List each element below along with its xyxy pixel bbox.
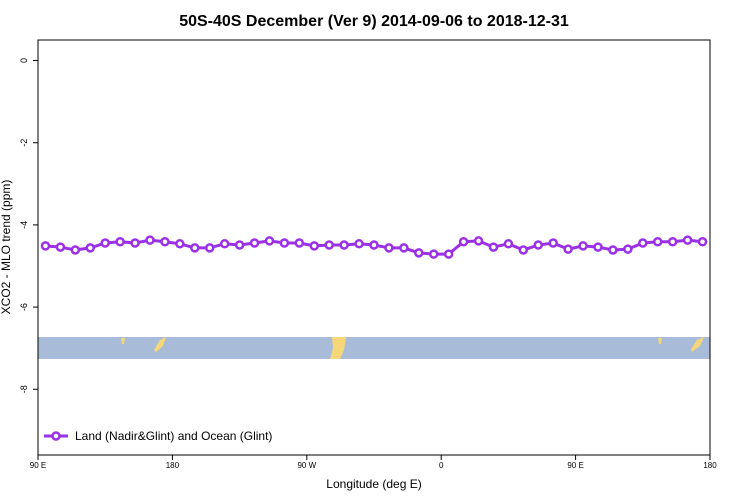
data-point (563, 244, 573, 254)
y-tick-label: -6 (19, 303, 29, 311)
data-point (234, 240, 245, 250)
data-point (548, 238, 558, 248)
data-point (249, 238, 260, 248)
data-point (473, 236, 484, 246)
data-point (623, 244, 633, 254)
data-point (488, 242, 499, 252)
legend-marker (51, 431, 61, 441)
legend: Land (Nadir&Glint) and Ocean (Glint) (44, 429, 272, 443)
legend-label: Land (Nadir&Glint) and Ocean (Glint) (75, 429, 272, 443)
data-point (160, 236, 170, 247)
x-tick-label: 90 E (30, 461, 46, 470)
data-point (682, 235, 693, 245)
data-point (638, 238, 648, 248)
data-point (115, 236, 125, 247)
y-tick-label: -4 (19, 221, 29, 229)
data-point (55, 242, 66, 252)
plot-frame (37, 39, 711, 456)
data-point (70, 245, 81, 255)
data-point (369, 240, 379, 250)
data-point (100, 238, 110, 248)
y-tick-label: -8 (19, 385, 29, 393)
x-tick-label: 0 (439, 461, 444, 470)
x-tick-label: 180 (166, 461, 180, 470)
data-point (339, 240, 349, 250)
data-point (354, 239, 364, 249)
data-point (428, 249, 439, 259)
data-point (279, 238, 290, 248)
chart-title: 50S-40S December (Ver 9) 2014-09-06 to 2… (179, 13, 569, 30)
x-tick-label: 90 W (297, 461, 316, 470)
data-point (593, 242, 603, 252)
data-point (384, 243, 394, 253)
x-axis-label: Longitude (deg E) (326, 477, 421, 491)
data-point (130, 238, 140, 248)
y-axis-label: XCO2 - MLO trend (ppm) (0, 180, 13, 315)
data-point (414, 248, 424, 258)
data-point (219, 239, 230, 249)
data-point (518, 245, 529, 255)
map-strip (38, 337, 710, 359)
data-point (652, 236, 663, 247)
data-point (309, 241, 320, 251)
data-point (458, 236, 469, 247)
data-point (533, 240, 544, 250)
data-point (503, 239, 514, 249)
data-point (175, 239, 185, 249)
data-point (40, 241, 51, 251)
data-point (190, 243, 200, 253)
data-point (294, 238, 305, 248)
data-point (399, 243, 409, 253)
data-point (443, 249, 454, 259)
data-point (697, 236, 708, 247)
x-tick-label: 90 E (567, 461, 583, 470)
x-tick-label: 180 (703, 461, 717, 470)
y-tick-label: 0 (19, 58, 29, 63)
data-point (145, 235, 155, 245)
data-point (264, 236, 275, 246)
data-point (324, 240, 334, 250)
data-point (85, 243, 96, 253)
data-point (204, 243, 215, 253)
data-point (578, 241, 588, 251)
y-tick-label: -2 (19, 139, 29, 147)
data-point (667, 236, 678, 247)
data-point (608, 245, 618, 255)
